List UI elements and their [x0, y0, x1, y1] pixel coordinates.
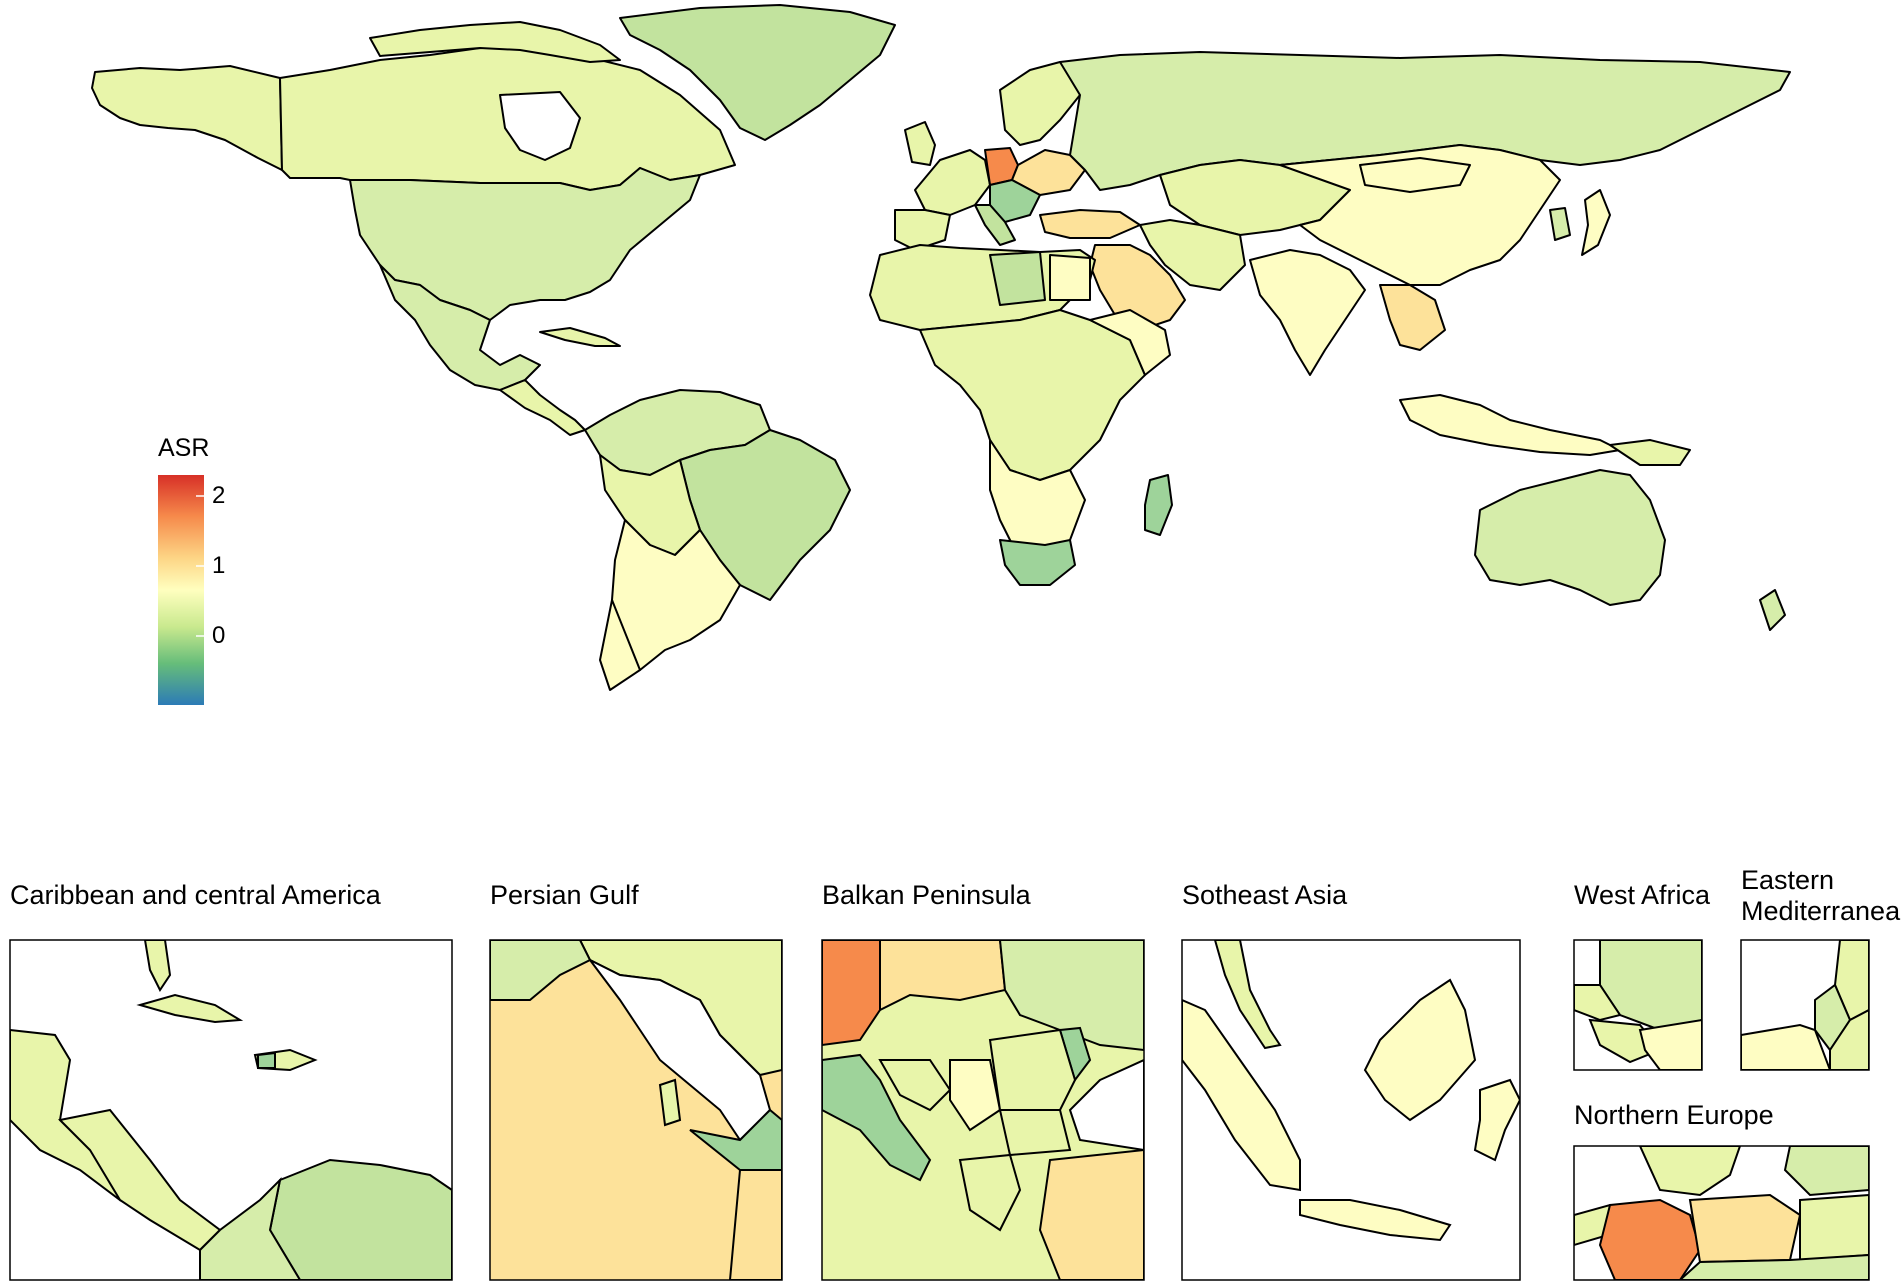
inset-persian-gulf-frame — [489, 939, 783, 1281]
inset-caribbean-map — [10, 940, 452, 1280]
sea-sumatra — [1182, 998, 1301, 1192]
balkan-poland — [879, 940, 1007, 1012]
region-hudson-bay — [499, 91, 581, 161]
region-egypt — [1049, 254, 1091, 301]
inset-northern-europe-frame — [1573, 1145, 1870, 1281]
balkan-sea — [1068, 1058, 1144, 1152]
balkan-croatia — [878, 1059, 952, 1112]
region-new-zealand — [1759, 589, 1786, 631]
inset-northern-europe-map — [1574, 1146, 1869, 1280]
inset-southeast-asia-frame — [1181, 939, 1521, 1281]
balkan-italy — [822, 1053, 932, 1182]
region-alaska — [91, 65, 283, 171]
inset-caribbean-frame — [9, 939, 453, 1281]
region-greenland — [619, 4, 896, 141]
region-south-africa — [999, 539, 1076, 586]
region-iran — [1139, 219, 1246, 291]
region-madagascar — [1144, 474, 1173, 536]
em-egypt — [1741, 1023, 1832, 1070]
region-mexico — [379, 264, 541, 391]
world-map — [91, 4, 1791, 691]
region-turkey — [1039, 209, 1141, 239]
inset-title-northern-europe: Northern Europe — [1574, 1100, 1774, 1130]
region-central-america — [499, 379, 586, 436]
ne-germany — [1598, 1198, 1702, 1280]
inset-title-west-africa: West Africa — [1574, 880, 1711, 910]
legend-tick-2: 2 — [212, 482, 226, 509]
asr-colorbar — [158, 475, 204, 705]
legend-tick-1: 1 — [212, 552, 226, 579]
region-patagonia — [599, 599, 641, 691]
region-uk — [904, 121, 936, 166]
inset-southeast-asia-map — [1182, 940, 1520, 1280]
ne-poland — [1688, 1193, 1802, 1264]
legend-tick-0: 0 — [212, 622, 226, 649]
balkan-serbia — [949, 1059, 1002, 1132]
region-east-africa — [1089, 309, 1171, 376]
region-saudi-arabia — [1089, 244, 1186, 331]
region-arctic-islands — [369, 21, 621, 63]
inset-west-africa-frame — [1573, 939, 1703, 1071]
em-jordan — [1829, 1008, 1869, 1070]
region-italy — [974, 204, 1016, 246]
balkan-bulgaria — [998, 1109, 1072, 1157]
balkan-romania — [988, 1028, 1077, 1111]
inset-title-persian-gulf: Persian Gulf — [490, 880, 639, 910]
inset-west-africa-map — [1574, 940, 1702, 1070]
ne-scandinavia — [1638, 1146, 1742, 1197]
sea-borneo — [1363, 978, 1477, 1122]
gulf-iraq — [490, 940, 592, 1001]
inset-title-eastern-med-line2: Mediterranea — [1741, 896, 1901, 926]
inset-balkan-frame — [821, 939, 1145, 1281]
inset-title-caribbean: Caribbean and central America — [10, 880, 381, 910]
region-papua — [1609, 439, 1691, 466]
sea-java — [1299, 1199, 1452, 1242]
region-iberia — [894, 209, 951, 251]
region-se-asia-mainland — [1379, 284, 1446, 351]
balkan-greece — [958, 1153, 1022, 1232]
inset-title-balkan: Balkan Peninsula — [822, 880, 1031, 910]
carib-cuba — [136, 993, 244, 1024]
inset-title-southeast-asia: Sotheast Asia — [1182, 880, 1348, 910]
region-indonesia — [1399, 394, 1621, 456]
region-australia — [1474, 469, 1666, 606]
carib-florida — [143, 940, 172, 992]
region-scandinavia — [999, 61, 1091, 146]
inset-title-eastern-med-line1: Eastern — [1741, 865, 1835, 895]
wa-senegal — [1574, 984, 1622, 1022]
balkan-germany — [822, 940, 881, 1047]
region-cuba — [539, 327, 621, 347]
inset-persian-gulf-map — [490, 940, 782, 1280]
region-libya — [989, 251, 1046, 306]
inset-balkan-map — [822, 940, 1144, 1280]
wa-coast — [1638, 1018, 1702, 1070]
carib-venezuela — [268, 1158, 452, 1280]
inset-eastern-med-frame — [1740, 939, 1870, 1071]
region-korea — [1549, 207, 1571, 241]
region-mongolia — [1359, 157, 1471, 193]
sea-sulawesi — [1473, 1078, 1520, 1162]
inset-eastern-med-map — [1741, 940, 1869, 1070]
asr-legend — [158, 475, 204, 705]
sea-malay-peninsula — [1213, 940, 1282, 1050]
region-india — [1249, 249, 1366, 376]
legend-title: ASR — [158, 434, 210, 462]
balkan-turkey — [1038, 1148, 1144, 1280]
region-central-africa — [919, 309, 1146, 481]
carib-colombia — [199, 1176, 302, 1280]
ne-south — [1678, 1253, 1869, 1280]
ne-belarus — [1799, 1193, 1869, 1262]
carib-haiti — [257, 1051, 276, 1069]
gulf-qatar — [658, 1078, 682, 1127]
region-japan — [1581, 189, 1611, 256]
ne-baltics — [1783, 1146, 1869, 1197]
gulf-oman — [728, 1169, 782, 1280]
region-china — [1279, 144, 1561, 286]
